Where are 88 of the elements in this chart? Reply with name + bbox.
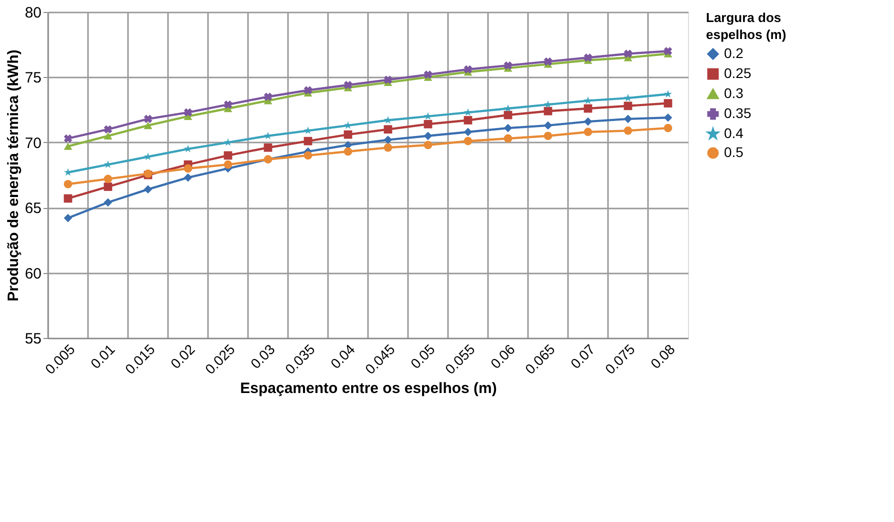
point xyxy=(224,160,232,169)
point xyxy=(424,70,432,79)
point xyxy=(104,198,112,207)
y-axis-title: Produção de energia térmica (kWh) xyxy=(4,50,22,302)
legend-label: 0.3 xyxy=(724,85,744,101)
point xyxy=(664,99,672,108)
point xyxy=(544,100,552,108)
x-tick-label: 0.01 xyxy=(87,340,118,372)
point xyxy=(184,164,192,173)
legend-label: 0.2 xyxy=(724,45,744,61)
x-axis-title: Espaçamento entre os espelhos (m) xyxy=(240,380,497,398)
y-tick-label: 70 xyxy=(24,134,42,152)
point xyxy=(144,185,152,194)
point xyxy=(304,151,312,160)
point xyxy=(344,80,352,90)
point xyxy=(624,114,632,124)
point xyxy=(584,117,592,126)
point xyxy=(104,125,112,134)
point xyxy=(504,134,512,143)
point xyxy=(144,122,152,130)
point xyxy=(664,46,672,56)
x-tick-label: 0.02 xyxy=(167,340,198,372)
point xyxy=(384,125,392,134)
point xyxy=(224,151,232,160)
point xyxy=(544,132,552,140)
point xyxy=(504,124,512,132)
y-tick-label: 80 xyxy=(24,4,42,22)
point xyxy=(464,116,472,124)
point xyxy=(344,130,352,139)
point xyxy=(264,143,272,152)
point xyxy=(544,106,552,116)
point xyxy=(344,147,352,156)
point xyxy=(464,128,472,136)
legend-title: Largura dos espelhos (m) xyxy=(706,10,786,42)
point xyxy=(544,121,552,130)
point xyxy=(624,126,632,135)
legend-label: 0.4 xyxy=(724,125,744,141)
point xyxy=(544,57,552,66)
x-tick-label: 0.04 xyxy=(327,340,358,372)
point xyxy=(304,86,312,94)
y-tick-label: 65 xyxy=(24,200,42,218)
point xyxy=(504,110,512,120)
y-tick-label: 55 xyxy=(24,330,42,348)
point xyxy=(224,100,232,109)
x-tick-label: 0.06 xyxy=(487,340,518,372)
point xyxy=(104,174,112,184)
point xyxy=(624,94,632,102)
legend-label: 0.35 xyxy=(724,105,752,121)
point xyxy=(464,108,472,116)
point xyxy=(384,76,392,84)
point xyxy=(664,90,672,98)
point xyxy=(64,194,72,203)
point xyxy=(64,134,72,143)
point xyxy=(464,65,472,74)
point xyxy=(384,116,392,124)
y-tick-label: 75 xyxy=(24,70,42,87)
point xyxy=(64,142,72,150)
point xyxy=(104,182,112,191)
point xyxy=(64,180,72,188)
point xyxy=(464,136,472,146)
point xyxy=(304,136,312,146)
x-tick-label: 0.03 xyxy=(247,340,278,372)
point xyxy=(424,140,432,150)
point xyxy=(304,126,312,134)
point xyxy=(104,132,112,140)
point xyxy=(504,61,512,70)
point xyxy=(184,173,192,182)
point xyxy=(584,128,592,136)
point xyxy=(384,136,392,144)
point xyxy=(424,132,432,140)
point xyxy=(624,50,632,58)
point xyxy=(584,54,592,62)
point xyxy=(584,104,592,113)
point xyxy=(624,102,632,110)
x-tick-label: 0.08 xyxy=(647,340,678,372)
legend-label: 0.25 xyxy=(724,65,752,81)
y-tick-label: 60 xyxy=(24,265,42,282)
point xyxy=(64,214,72,222)
point xyxy=(664,124,672,132)
point xyxy=(384,143,392,152)
point xyxy=(664,113,672,122)
point xyxy=(264,92,272,101)
point xyxy=(144,114,152,124)
point xyxy=(184,108,192,117)
point xyxy=(584,96,592,104)
point xyxy=(504,104,512,112)
legend-label: 0.5 xyxy=(724,144,744,160)
point xyxy=(424,120,432,128)
